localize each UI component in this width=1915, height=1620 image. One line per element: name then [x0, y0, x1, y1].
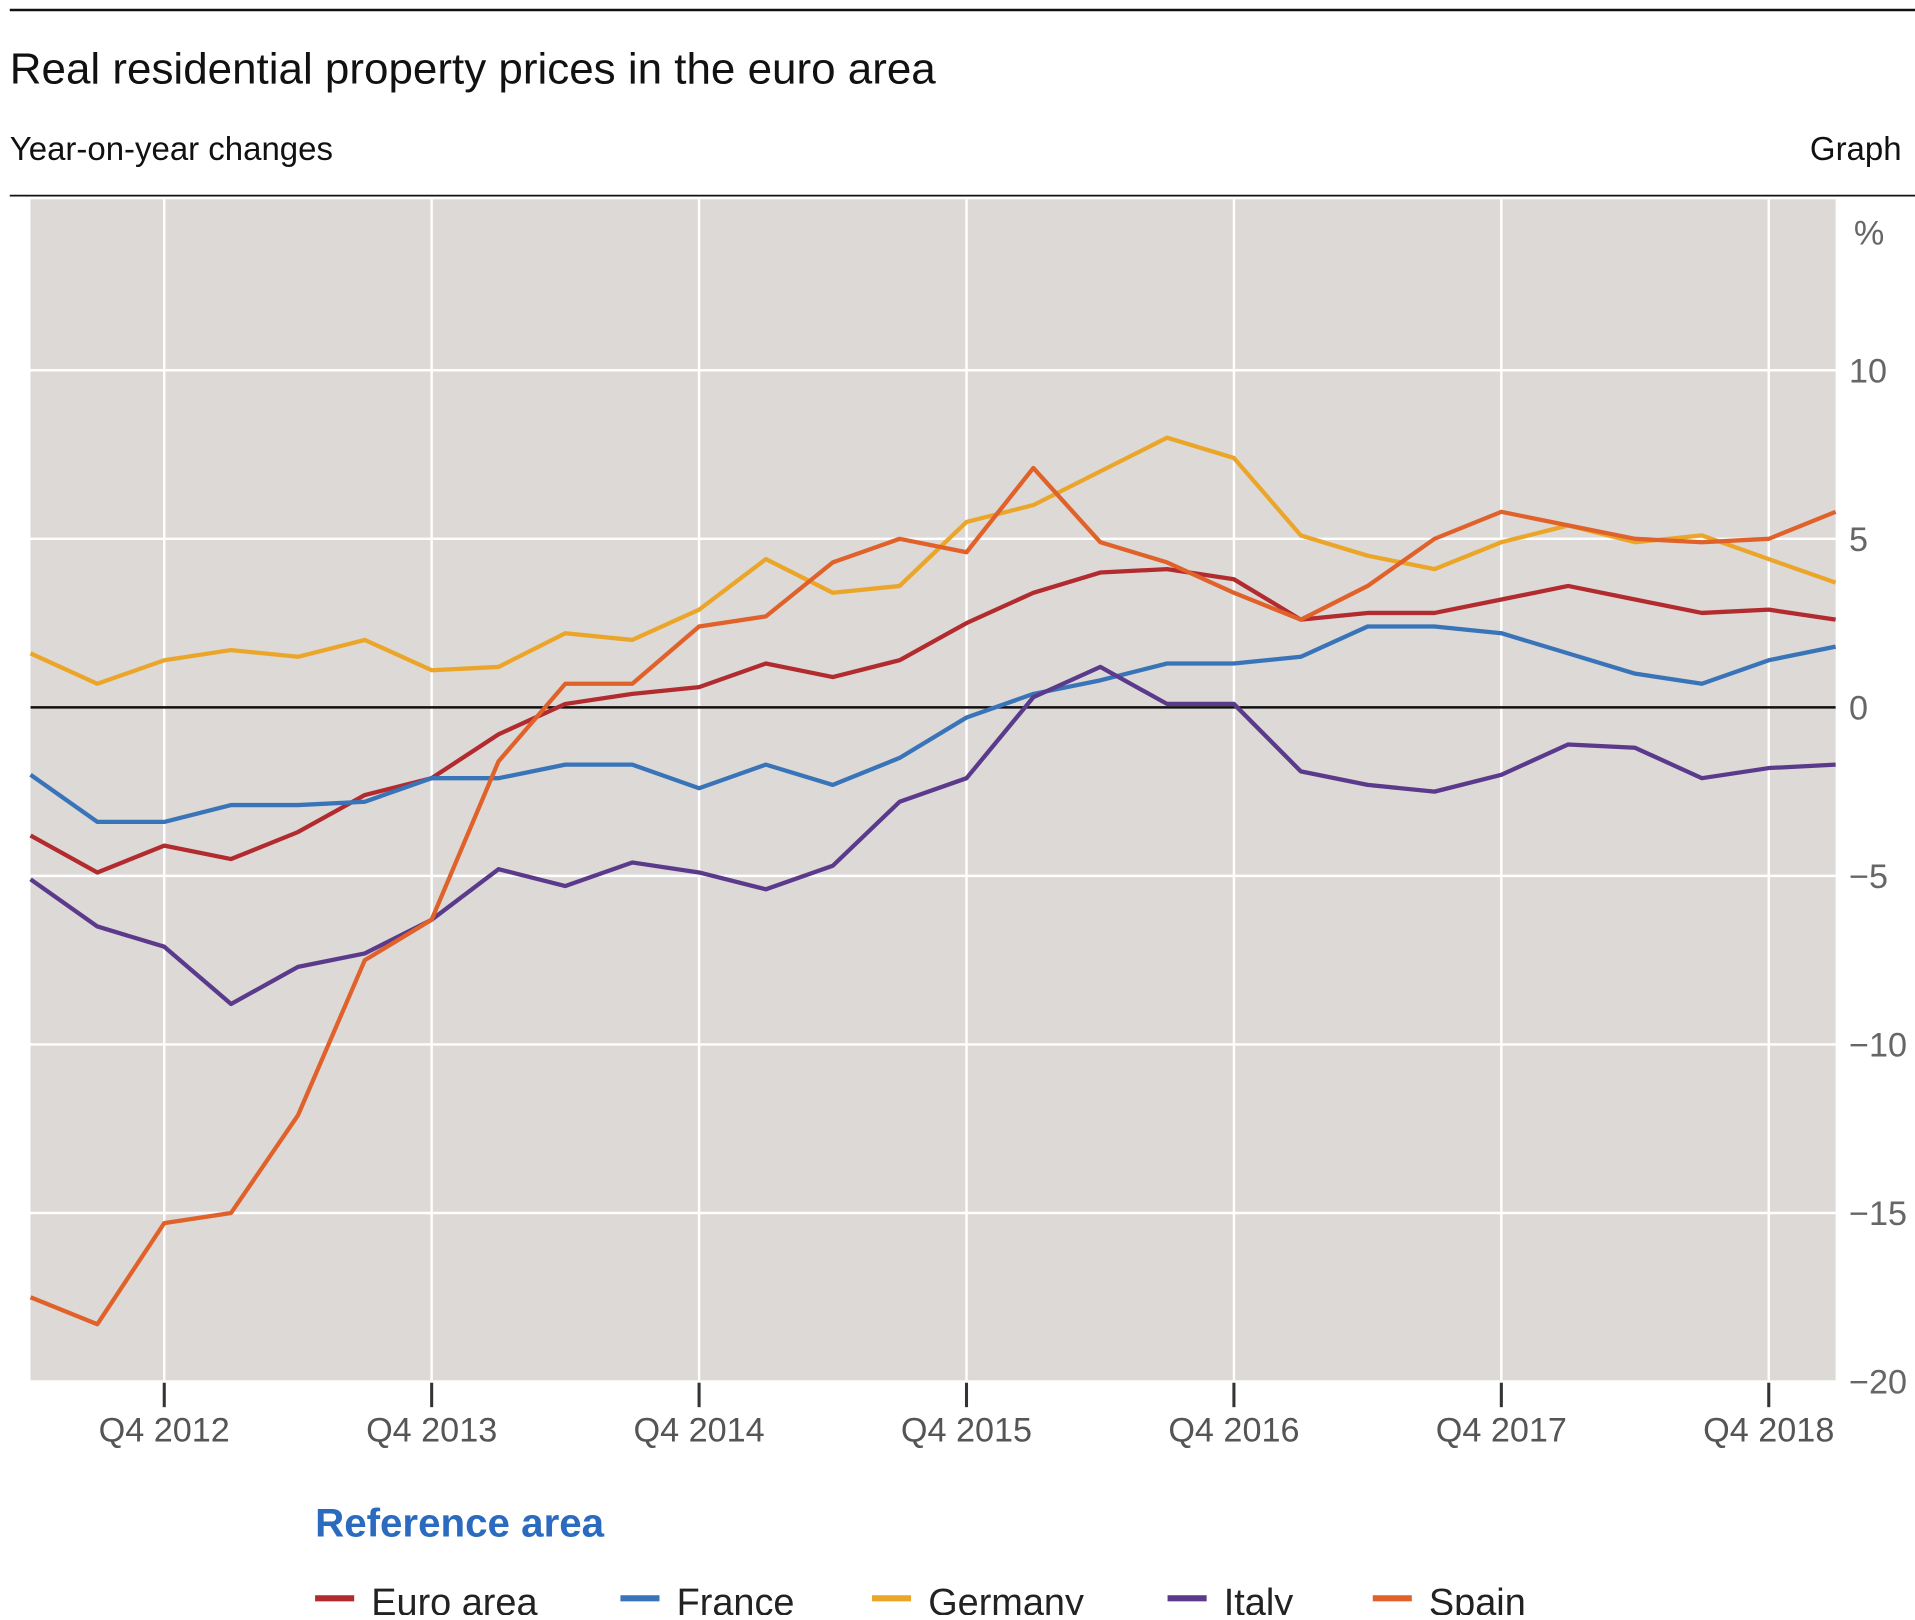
x-tick-label: Q4 2014 — [633, 1411, 764, 1449]
x-tick-label: Q4 2013 — [366, 1411, 497, 1449]
y-tick-label: −10 — [1849, 1027, 1907, 1065]
y-tick-label: −20 — [1849, 1364, 1907, 1402]
legend-swatch-spain — [1372, 1595, 1412, 1602]
legend-swatch-euro-area — [315, 1595, 355, 1602]
legend-swatch-germany — [872, 1595, 912, 1602]
x-tick-label: Q4 2017 — [1436, 1411, 1567, 1449]
y-tick-label: −15 — [1849, 1195, 1907, 1233]
legend-label-euro-area: Euro area — [371, 1582, 538, 1615]
x-tick-label: Q4 2016 — [1168, 1411, 1299, 1449]
y-axis-unit: % — [1854, 214, 1884, 252]
y-tick-label: 10 — [1849, 352, 1887, 390]
series-lines — [29, 435, 1837, 1327]
legend-swatch-france — [620, 1595, 660, 1602]
series-line-italy — [29, 664, 1836, 1007]
legend-label-italy: Italy — [1224, 1582, 1294, 1615]
chart-title: Real residential property prices in the … — [10, 44, 937, 93]
legend-swatch-italy — [1167, 1595, 1207, 1602]
y-tick-label: 0 — [1849, 690, 1868, 728]
series-line-euro-area — [29, 566, 1836, 875]
y-axis: 10 5 0 −5 −10 −15 −20 — [1849, 352, 1907, 1401]
legend-label-france: France — [677, 1582, 795, 1615]
graph-label: Graph — [1810, 130, 1902, 167]
x-tick-label: Q4 2015 — [901, 1411, 1032, 1449]
legend-title: Reference area — [315, 1501, 605, 1546]
series-line-france — [29, 624, 1837, 825]
legend-label-spain: Spain — [1429, 1582, 1526, 1615]
chart-subtitle: Year-on-year changes — [10, 130, 333, 167]
y-tick-label: −5 — [1849, 858, 1888, 896]
legend-label-germany: Germany — [928, 1582, 1084, 1615]
y-tick-label: 5 — [1849, 521, 1868, 559]
legend: Euro area France Germany Italy Spain — [315, 1582, 1526, 1620]
series-line-germany — [29, 435, 1837, 686]
x-tick-label: Q4 2012 — [99, 1411, 230, 1449]
x-axis: Q4 2012 Q4 2013 Q4 2014 Q4 2015 Q4 2016 Q4 20… — [99, 1382, 1834, 1449]
series-line-spain — [29, 465, 1837, 1327]
x-tick-label: Q4 2018 — [1703, 1411, 1834, 1449]
